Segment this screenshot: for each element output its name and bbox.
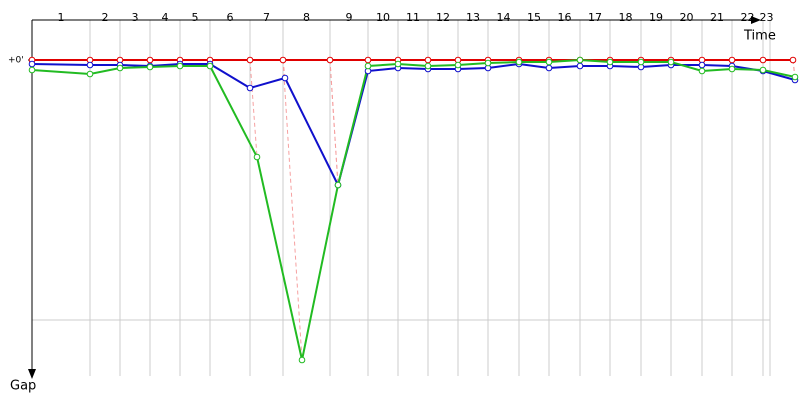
point bbox=[515, 58, 523, 66]
point bbox=[176, 62, 184, 70]
lap-label: 15 bbox=[527, 11, 541, 24]
point bbox=[246, 84, 254, 92]
lap-label: 16 bbox=[558, 11, 572, 24]
lap-label: 4 bbox=[162, 11, 169, 24]
lap-label: 17 bbox=[588, 11, 602, 24]
lap-label: 23 bbox=[760, 11, 774, 24]
point bbox=[28, 66, 36, 74]
point bbox=[667, 58, 675, 66]
lap-label: 13 bbox=[466, 11, 480, 24]
lap-label: 14 bbox=[497, 11, 511, 24]
point bbox=[728, 56, 736, 64]
point bbox=[576, 56, 584, 64]
lap-label: 18 bbox=[619, 11, 633, 24]
lap-label: 5 bbox=[192, 11, 199, 24]
point bbox=[424, 56, 432, 64]
lap-label: 10 bbox=[376, 11, 390, 24]
lap-label: 19 bbox=[649, 11, 663, 24]
point bbox=[576, 62, 584, 70]
point bbox=[326, 56, 334, 64]
point bbox=[28, 60, 36, 68]
point bbox=[394, 60, 402, 68]
point bbox=[116, 64, 124, 72]
lap-label: 2 bbox=[102, 11, 109, 24]
point bbox=[698, 67, 706, 75]
point bbox=[791, 73, 799, 81]
lap-label: 11 bbox=[406, 11, 420, 24]
lap-label: 1 bbox=[58, 11, 65, 24]
lap-label: 7 bbox=[263, 11, 270, 24]
point bbox=[281, 74, 289, 82]
lap-connector bbox=[249, 59, 258, 158]
point bbox=[454, 61, 462, 69]
lap-label: 21 bbox=[710, 11, 724, 24]
point bbox=[146, 63, 154, 71]
lap-label: 9 bbox=[346, 11, 353, 24]
series-line bbox=[31, 58, 796, 361]
point bbox=[364, 56, 372, 64]
point bbox=[545, 64, 553, 72]
point bbox=[206, 62, 214, 70]
point bbox=[759, 56, 767, 64]
point bbox=[86, 70, 94, 78]
point bbox=[789, 56, 797, 64]
lap-label: 20 bbox=[680, 11, 694, 24]
point bbox=[698, 61, 706, 69]
point bbox=[637, 58, 645, 66]
y-axis-label: Gap bbox=[10, 379, 36, 394]
point bbox=[86, 61, 94, 69]
point bbox=[606, 58, 614, 66]
lap-connector bbox=[282, 59, 303, 361]
lap-label: 22 bbox=[741, 11, 755, 24]
lap-label: 12 bbox=[436, 11, 450, 24]
lap-label: 3 bbox=[132, 11, 139, 24]
y-tick-label: +0' bbox=[8, 56, 24, 66]
point bbox=[484, 59, 492, 67]
point bbox=[298, 356, 306, 364]
point bbox=[279, 56, 287, 64]
point bbox=[728, 65, 736, 73]
point bbox=[146, 56, 154, 64]
lap-label: 8 bbox=[303, 11, 310, 24]
point bbox=[253, 153, 261, 161]
lap-connector bbox=[329, 59, 339, 186]
point bbox=[545, 58, 553, 66]
point bbox=[759, 66, 767, 74]
x-axis-label: Time bbox=[743, 29, 776, 44]
point bbox=[424, 62, 432, 70]
lap-label: 6 bbox=[227, 11, 234, 24]
series-line bbox=[31, 62, 796, 188]
point bbox=[334, 181, 342, 189]
point bbox=[246, 56, 254, 64]
point bbox=[364, 62, 372, 70]
